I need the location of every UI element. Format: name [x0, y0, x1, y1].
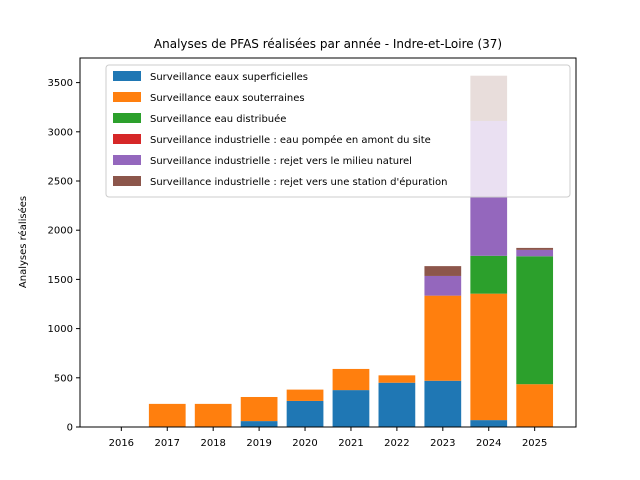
legend-swatch-5 — [113, 155, 141, 165]
x-tick-label: 2023 — [430, 438, 455, 449]
y-tick-label: 1500 — [48, 275, 73, 286]
x-tick-label: 2021 — [338, 438, 363, 449]
bar-2025-series-6 — [516, 247, 554, 250]
y-tick-label: 3500 — [48, 78, 73, 89]
legend-label-6: Surveillance industrielle : rejet vers u… — [150, 176, 447, 188]
bar-2023-series-6 — [424, 266, 462, 276]
chart-title: Analyses de PFAS réalisées par année - I… — [154, 37, 502, 51]
legend-box — [105, 64, 571, 198]
bar-2020-series-1 — [286, 400, 324, 427]
bar-2020-series-2 — [286, 389, 324, 401]
y-tick-label: 1000 — [48, 324, 73, 335]
legend-label-4: Surveillance industrielle : eau pompée e… — [150, 134, 431, 146]
legend-swatch-4 — [113, 134, 141, 144]
x-tick-label: 2018 — [200, 438, 225, 449]
bar-2021-series-2 — [332, 368, 370, 391]
x-tick-label: 2019 — [246, 438, 271, 449]
legend-swatch-1 — [113, 71, 141, 81]
legend-swatch-2 — [113, 92, 141, 102]
bar-2023-series-2 — [424, 295, 462, 381]
axes-layer: 0 500 1000 1500 2000 2500 3000 3500 2016 2017 2018… — [48, 57, 577, 449]
bar-2023-series-1 — [424, 380, 462, 427]
bar-2019-series-1 — [240, 421, 278, 427]
x-tick-label: 2022 — [384, 438, 409, 449]
bar-2025-series-2 — [516, 384, 554, 427]
bar-2018-series-2 — [194, 403, 232, 427]
y-tick-label: 3000 — [48, 127, 73, 138]
x-tick-label: 2020 — [292, 438, 317, 449]
legend: Surveillance eaux superficielles Surveill… — [105, 64, 571, 198]
x-tick-label: 2017 — [155, 438, 180, 449]
legend-label-3: Surveillance eau distribuée — [150, 113, 286, 125]
x-tick-label: 2016 — [109, 438, 134, 449]
bar-2023-series-5 — [424, 275, 462, 296]
bar-2024-series-3 — [470, 255, 508, 294]
bar-2019-series-2 — [240, 396, 278, 422]
bar-2024-series-1 — [470, 420, 508, 427]
y-tick-label: 2000 — [48, 226, 73, 237]
legend-label-2: Surveillance eaux souterraines — [150, 93, 305, 104]
y-tick-label: 0 — [67, 423, 73, 434]
x-tick-label: 2024 — [476, 438, 501, 449]
y-tick-label: 2500 — [48, 177, 73, 188]
bar-2022-series-2 — [378, 375, 416, 383]
axes-frame — [79, 57, 577, 428]
bar-2021-series-1 — [332, 390, 370, 427]
bar-2025-series-3 — [516, 256, 554, 385]
legend-label-5: Surveillance industrielle : rejet vers l… — [150, 156, 412, 167]
legend-label-1: Surveillance eaux superficielles — [150, 72, 308, 83]
bar-2022-series-1 — [378, 382, 416, 427]
y-tick-label: 500 — [54, 373, 73, 384]
legend-swatch-6 — [113, 176, 141, 186]
bar-2017-series-2 — [148, 403, 186, 427]
x-tick-label: 2025 — [522, 438, 547, 449]
y-axis-label: Analyses réalisées — [17, 196, 29, 288]
legend-swatch-3 — [113, 113, 141, 123]
bar-2024-series-2 — [470, 293, 508, 421]
bar-2025-series-5 — [516, 249, 554, 257]
